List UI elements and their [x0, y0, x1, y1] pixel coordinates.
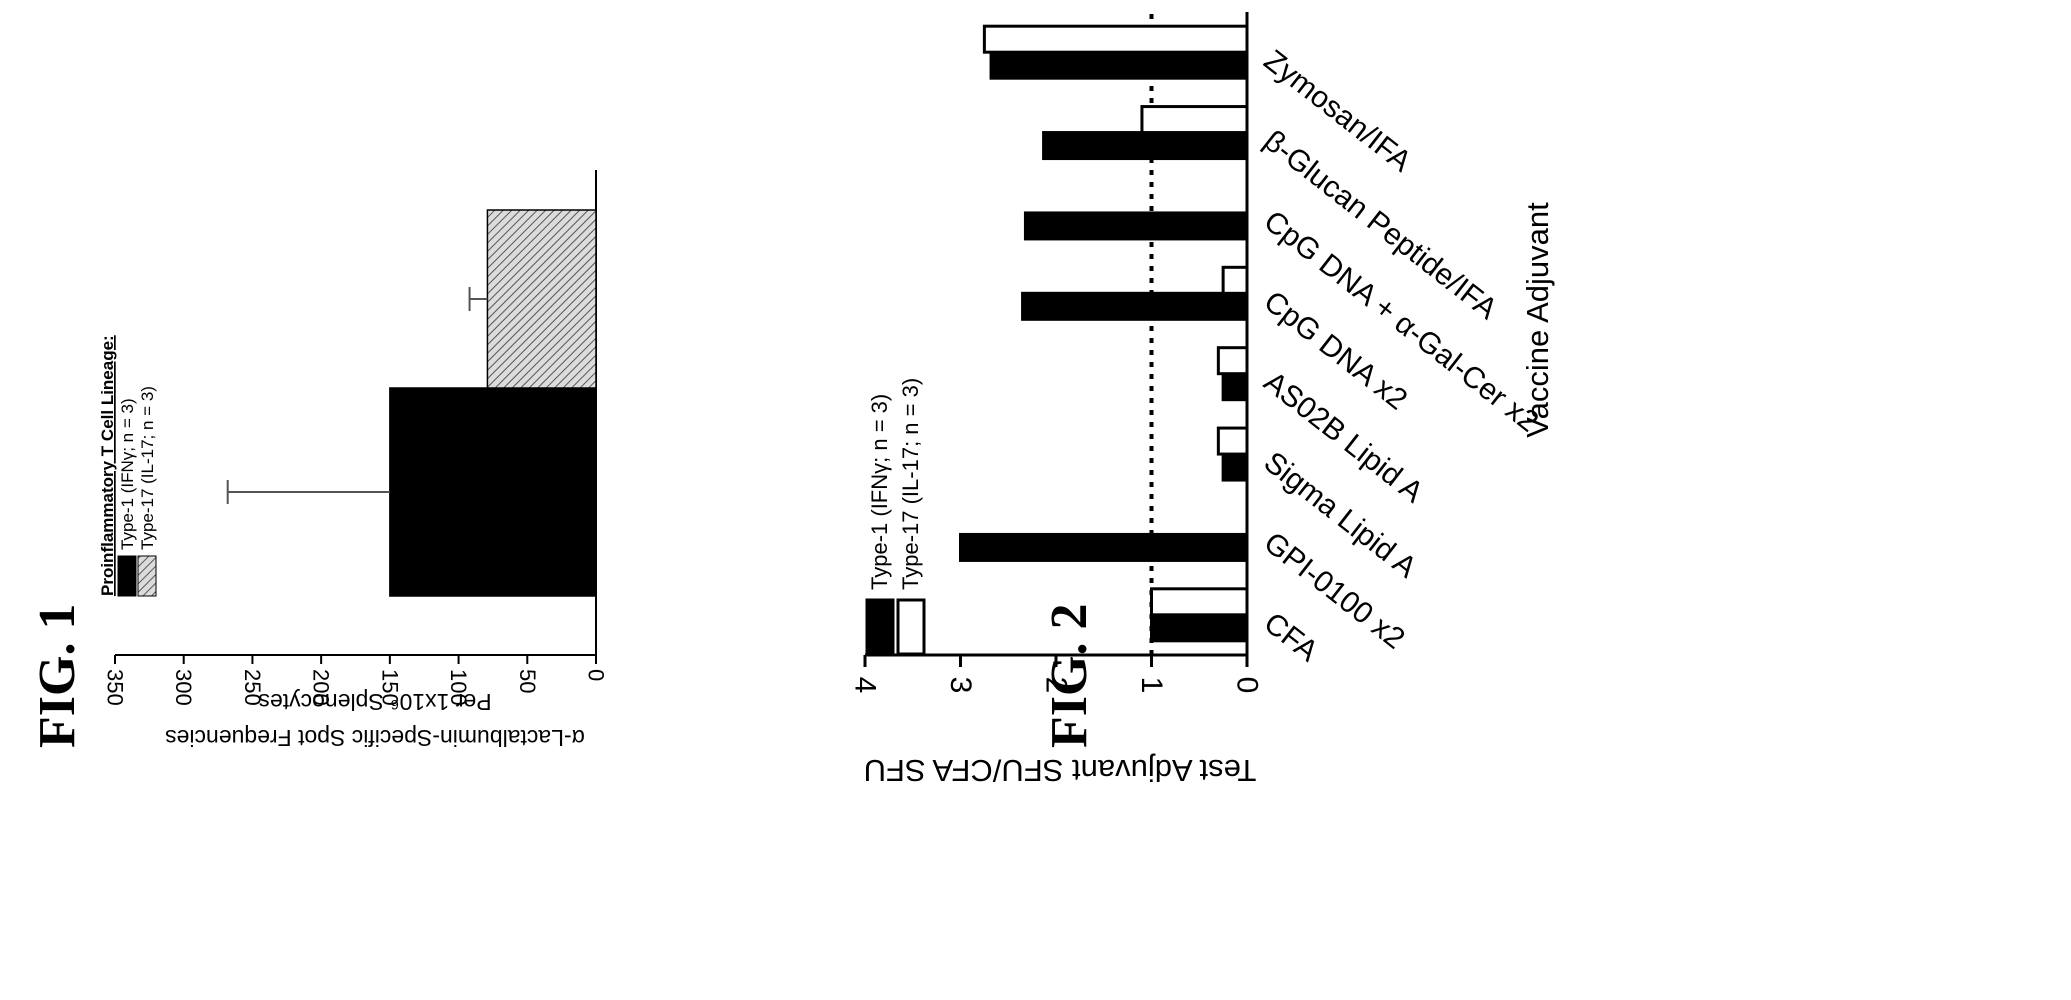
fig1-tick-label: 150 [377, 669, 402, 706]
fig2-legend-swatch [865, 598, 895, 656]
fig1-tick-label: 200 [309, 669, 334, 706]
fig2-bar-type1 [989, 50, 1249, 80]
fig2-xlabel: Vaccine Adjuvant [1520, 202, 1555, 438]
fig2-bar-type17 [982, 24, 1249, 54]
fig1-legend-swatch [117, 555, 137, 597]
fig1-legend-swatch [137, 555, 157, 597]
fig1-bar-type17 [486, 209, 597, 389]
fig1-legend-entry: Type-1 (IFNγ; n = 3) [118, 398, 137, 550]
fig1-ylabel-line1: α-Lactalbumin-Specific Spot Frequencies [165, 725, 585, 751]
fig2-tick-label: 2 [1040, 677, 1073, 694]
fig2-tick-label: 3 [944, 677, 977, 694]
fig2-bar-type1 [1221, 372, 1249, 402]
fig2-bar-type17 [1216, 426, 1249, 456]
fig2-bar-type17 [1140, 105, 1249, 135]
fig2-bar-type1 [1150, 613, 1249, 643]
fig1-tick-label: 50 [515, 669, 540, 693]
fig1-tick-label: 0 [584, 669, 609, 681]
fig2-bar-type1 [959, 532, 1249, 562]
fig2-tick-label: 4 [849, 677, 882, 694]
fig2-bar-type1 [1023, 211, 1249, 241]
fig2-tick-label: 0 [1231, 677, 1264, 694]
fig1-legend-title: Proinflammatory T Cell Lineage: [98, 335, 117, 596]
fig2-bar-type17 [1216, 346, 1249, 376]
fig1-bar-type1 [389, 387, 597, 597]
fig1-tick-label: 100 [446, 669, 471, 706]
fig2-bar-type17 [1150, 587, 1249, 617]
fig2-bar-type1 [1221, 452, 1249, 482]
fig1-ylabel-line2: Per 1x10⁶ Splenocytes [258, 689, 491, 715]
fig2-ylabel: Test Adjuvant SFU/CFA SFU [864, 753, 1257, 788]
fig2-bar-type17 [1221, 265, 1249, 295]
fig2-bar-type1 [1021, 291, 1249, 321]
fig1-tick-label: 250 [240, 669, 265, 706]
fig2-legend-entry: Type-1 (IFNγ; n = 3) [867, 394, 892, 590]
fig1-tick-label: 300 [171, 669, 196, 706]
fig1-tick-label: 350 [103, 669, 128, 706]
fig1-legend-entry: Type-17 (IL-17; n = 3) [138, 386, 157, 550]
fig2-legend-swatch [896, 598, 926, 656]
fig2-legend-entry: Type-17 (IL-17; n = 3) [898, 378, 923, 590]
fig2-tick-label: 1 [1135, 677, 1168, 694]
fig2-bar-type1 [1042, 131, 1249, 161]
fig2-category-label: CFA [1258, 606, 1324, 668]
